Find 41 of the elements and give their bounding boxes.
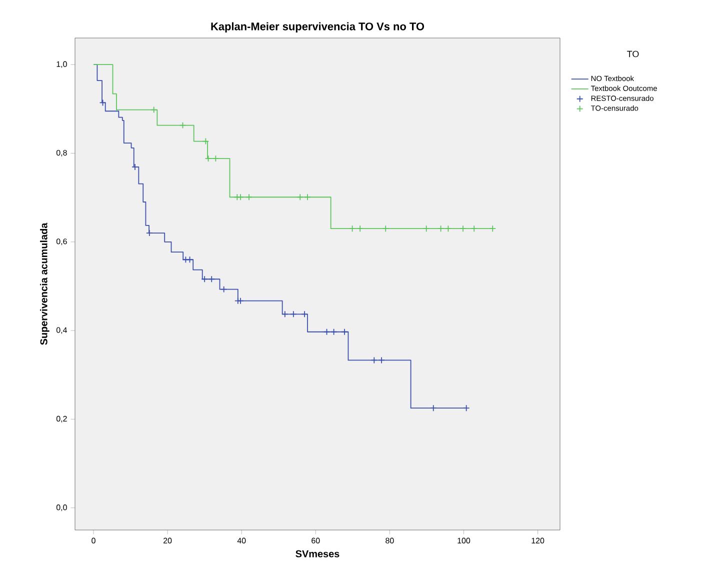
- point: [348, 225, 356, 232]
- point: [208, 276, 216, 283]
- point: [237, 297, 244, 304]
- point: [444, 225, 452, 232]
- point: [370, 356, 378, 364]
- point: [146, 230, 153, 236]
- point: [296, 194, 304, 201]
- point: [422, 225, 430, 232]
- chart-title: Kaplan-Meier supervivencia TO Vs no TO: [211, 22, 424, 32]
- legend-title: TO: [627, 50, 639, 58]
- point: [201, 276, 208, 283]
- point: [330, 328, 338, 336]
- point: [437, 225, 444, 232]
- point: [304, 194, 311, 201]
- point: [462, 404, 470, 412]
- point: [212, 155, 220, 162]
- point: [202, 138, 210, 145]
- point: [220, 286, 228, 293]
- point: [204, 155, 212, 162]
- point: [378, 356, 385, 364]
- point: [99, 99, 106, 106]
- point: [246, 194, 252, 201]
- x-axis-title: SVmeses: [296, 550, 340, 558]
- point: [356, 225, 364, 232]
- point: [290, 310, 297, 318]
- point: [470, 225, 478, 232]
- point: [489, 225, 496, 232]
- point: [132, 164, 138, 170]
- point: [382, 225, 390, 232]
- point: [430, 404, 437, 412]
- point: [186, 256, 194, 264]
- point: [281, 310, 288, 318]
- y-axis-title: Supervivencia acumulada: [40, 222, 50, 345]
- point: [182, 256, 190, 264]
- point: [341, 328, 348, 336]
- point: [323, 328, 330, 336]
- point: [179, 122, 186, 129]
- point: [301, 310, 308, 318]
- point: [237, 194, 244, 201]
- point: [460, 225, 466, 232]
- point: [150, 106, 158, 114]
